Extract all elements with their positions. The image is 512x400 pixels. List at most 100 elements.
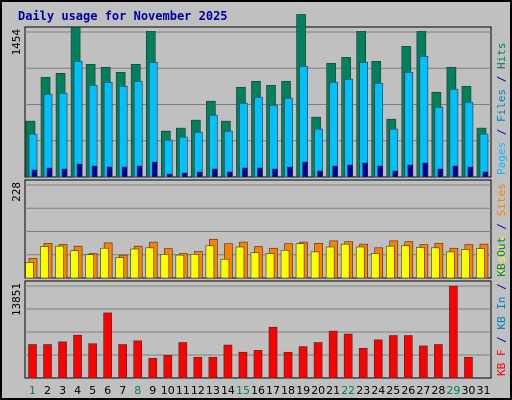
day-label-25: 25 (386, 384, 400, 397)
bar-pages-day-14 (227, 171, 233, 178)
bar-kb-f-day-26 (404, 335, 413, 379)
bar-kb-f-day-16 (253, 350, 263, 379)
panel-kb-ymax-label: 13851 (10, 283, 23, 316)
bar-visits-day-18 (280, 249, 290, 279)
day-label-17: 17 (266, 384, 280, 397)
day-label-6: 6 (104, 384, 111, 397)
bar-pages-day-2 (46, 167, 53, 178)
panel-kb-legend-part: KB In (495, 297, 508, 330)
series-pages (31, 161, 489, 178)
bar-pages-day-23 (362, 162, 369, 178)
day-label-22: 22 (341, 384, 355, 397)
bar-visits-day-23 (355, 246, 365, 279)
bar-kb-f-day-13 (208, 356, 218, 379)
bar-files-day-4 (73, 61, 83, 178)
bar-kb-f-day-2 (43, 344, 52, 379)
bar-pages-day-9 (151, 161, 158, 178)
bar-kb-f-day-9 (148, 358, 158, 379)
bar-visits-day-14 (220, 258, 230, 279)
bar-pages-day-18 (287, 166, 293, 178)
bar-pages-day-5 (91, 165, 98, 178)
bar-pages-day-10 (166, 173, 173, 178)
bar-kb-f-day-11 (178, 342, 188, 379)
bar-pages-day-26 (407, 164, 414, 178)
bar-pages-day-3 (61, 168, 68, 178)
panel-visits-legend-part: / (495, 216, 508, 236)
panel-kb-legend-part: / (495, 330, 508, 350)
panel-hits: 1454 Pages / Files / Hits (10, 14, 508, 178)
bar-visits-day-6 (100, 247, 109, 279)
bar-files-day-24 (374, 82, 384, 178)
panel-hits-series-legend: Pages / Files / Hits (495, 43, 508, 176)
bar-files-day-6 (103, 81, 113, 178)
bar-kb-f-day-6 (103, 312, 112, 379)
bar-files-day-25 (389, 128, 399, 178)
bar-files-day-23 (359, 62, 369, 178)
bar-kb-f-day-19 (298, 346, 308, 379)
bar-visits-day-15 (235, 246, 245, 279)
bar-pages-day-25 (392, 170, 399, 178)
panel-visits: 228 Visits / Sites (10, 179, 508, 279)
day-label-8: 8 (134, 384, 141, 397)
bar-visits-day-20 (310, 251, 320, 279)
bar-pages-day-7 (121, 166, 128, 178)
day-label-31: 31 (476, 384, 490, 397)
bar-visits-day-16 (250, 252, 260, 279)
day-label-29: 29 (446, 384, 460, 397)
day-label-19: 19 (296, 384, 310, 397)
day-label-2: 2 (44, 384, 51, 397)
day-label-15: 15 (236, 384, 250, 397)
day-label-16: 16 (251, 384, 265, 397)
bar-files-day-20 (314, 128, 323, 178)
day-label-14: 14 (221, 384, 235, 397)
bar-files-day-21 (329, 81, 338, 178)
day-label-28: 28 (431, 384, 445, 397)
bar-pages-day-15 (242, 167, 248, 178)
bar-kb-f-day-21 (328, 330, 338, 379)
bar-pages-day-19 (302, 161, 308, 178)
bar-visits-day-27 (416, 247, 425, 279)
bar-kb-f-day-27 (419, 345, 428, 379)
bar-pages-day-13 (212, 168, 218, 178)
bar-files-day-17 (269, 104, 278, 178)
bar-visits-day-24 (370, 253, 380, 279)
bar-visits-day-31 (476, 248, 485, 279)
bar-pages-day-29 (452, 165, 459, 178)
bar-kb-f-day-4 (73, 334, 82, 379)
bar-visits-day-22 (340, 243, 350, 279)
day-label-1: 1 (29, 384, 36, 397)
bar-kb-f-day-28 (434, 344, 443, 379)
bar-kb-f-day-17 (268, 326, 278, 379)
bar-files-day-9 (148, 62, 158, 178)
panel-hits-legend-part: / (495, 122, 508, 142)
chart-panels: 1454 Pages / Files / Hits 228 Visits / Site… (10, 14, 508, 379)
day-label-10: 10 (161, 384, 175, 397)
day-label-20: 20 (311, 384, 325, 397)
day-label-11: 11 (176, 384, 190, 397)
day-label-4: 4 (74, 384, 81, 397)
bar-visits-day-1 (25, 262, 34, 279)
day-label-12: 12 (191, 384, 205, 397)
panel-visits-series-legend: Visits / Sites (495, 183, 508, 276)
panel-kb-legend-part: KB F (495, 350, 508, 377)
bar-visits-day-13 (205, 245, 215, 279)
bar-visits-day-26 (401, 245, 410, 279)
bar-pages-day-12 (197, 171, 203, 178)
bar-files-day-3 (58, 92, 68, 178)
day-label-3: 3 (59, 384, 66, 397)
bar-kb-f-day-30 (464, 356, 473, 379)
bar-pages-day-1 (31, 169, 38, 178)
bar-files-day-31 (479, 133, 489, 178)
bar-files-day-11 (179, 136, 188, 178)
bar-files-day-28 (434, 106, 444, 178)
day-label-27: 27 (416, 384, 430, 397)
panel-kb: 13851 KB F / KB In / KB Out (10, 237, 508, 379)
panel-kb-legend-part: / (495, 277, 508, 297)
bar-kb-f-day-14 (223, 344, 233, 379)
bar-kb-f-day-18 (283, 351, 293, 379)
panel-visits-legend-part: Sites (495, 183, 508, 216)
bar-kb-f-day-29 (449, 285, 458, 379)
bar-files-day-7 (118, 85, 128, 178)
bar-pages-day-30 (467, 166, 474, 178)
panel-kb-series-legend: KB F / KB In / KB Out (495, 237, 508, 376)
